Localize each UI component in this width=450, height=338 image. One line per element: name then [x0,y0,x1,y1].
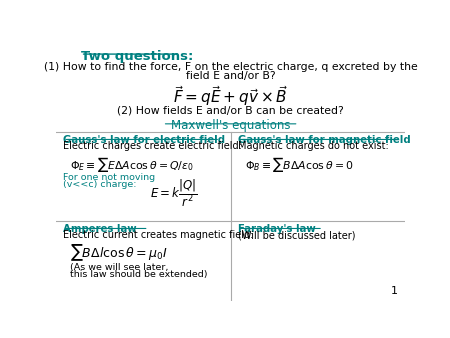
Text: Gauss's law for electric field: Gauss's law for electric field [63,135,225,145]
Text: (1) How to find the force, F on the electric charge, q excreted by the: (1) How to find the force, F on the elec… [44,62,418,72]
Text: 1: 1 [391,286,398,296]
Text: this law should be extended): this law should be extended) [70,270,208,279]
Text: (2) How fields E and/or B can be created?: (2) How fields E and/or B can be created… [117,105,344,115]
Text: (Will be discussed later): (Will be discussed later) [238,230,355,240]
Text: $\Phi_E \equiv \sum E\Delta A\cos\theta = Q/\varepsilon_0$: $\Phi_E \equiv \sum E\Delta A\cos\theta … [70,154,194,173]
Text: (As we will see later,: (As we will see later, [70,263,169,272]
Text: (v<<c) charge:: (v<<c) charge: [63,179,137,189]
Text: Magnetic charges do not exist:: Magnetic charges do not exist: [238,141,388,151]
Text: Two questions:: Two questions: [81,50,193,63]
Text: For one not moving: For one not moving [63,173,155,182]
Text: Gauss's law for magnetic field: Gauss's law for magnetic field [238,135,410,145]
Text: $\vec{F} = q\vec{E} + q\vec{v} \times \vec{B}$: $\vec{F} = q\vec{E} + q\vec{v} \times \v… [173,84,288,108]
Text: $E = k\dfrac{|Q|}{r^2}$: $E = k\dfrac{|Q|}{r^2}$ [150,177,198,209]
Text: Electric charges create electric field:: Electric charges create electric field: [63,141,242,151]
Text: $\Phi_B \equiv \sum B\Delta A\cos\theta = 0$: $\Phi_B \equiv \sum B\Delta A\cos\theta … [245,154,353,173]
Text: Faraday's law: Faraday's law [238,224,315,234]
Text: Amperes law: Amperes law [63,224,137,234]
Text: $\sum B\Delta l\cos\theta = \mu_0 I$: $\sum B\Delta l\cos\theta = \mu_0 I$ [70,242,168,263]
Text: Maxwell's equations: Maxwell's equations [171,119,290,131]
Text: Electric current creates magnetic field:: Electric current creates magnetic field: [63,230,254,240]
Text: field E and/or B?: field E and/or B? [186,71,275,81]
